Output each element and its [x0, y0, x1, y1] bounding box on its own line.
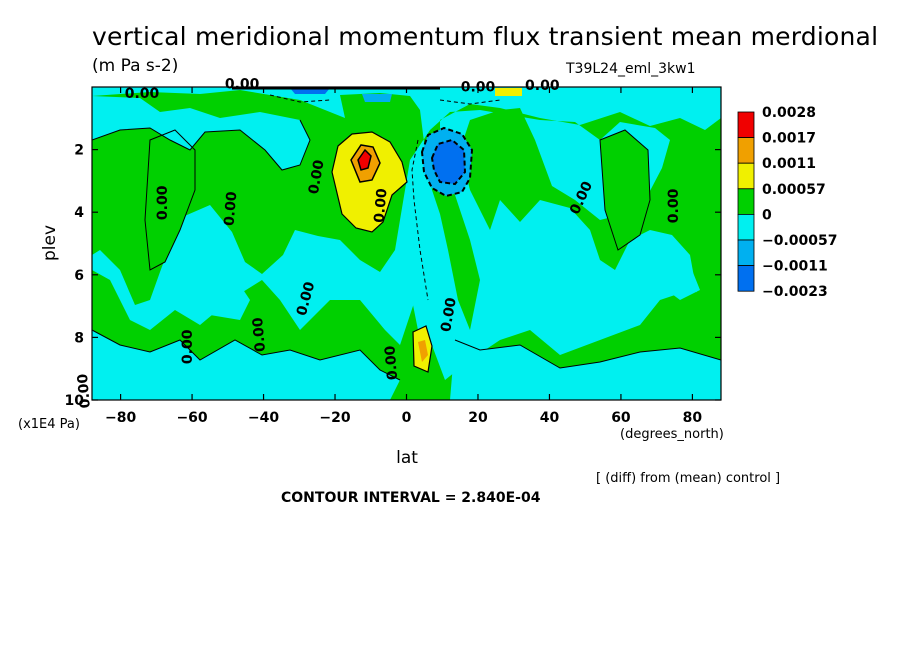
- y-tick-label: 2: [74, 143, 84, 159]
- contour-min-trail: [411, 139, 429, 301]
- contour-top-dashed: [269, 94, 501, 105]
- contour-label: 0.00: [155, 185, 171, 220]
- contour-labels: 0.00 0.00 0.00 0.00 0.00 0.00 0.00 0.00 0.00 0.00…: [75, 77, 682, 409]
- contour-zero-lower-right: [454, 339, 721, 369]
- colorbar-label: −0.00057: [762, 233, 838, 249]
- y-tick-label: 6: [74, 268, 84, 284]
- contour-label: 0.00: [525, 78, 560, 94]
- x-tick-label: 0: [402, 410, 412, 426]
- colorbar-swatch: [737, 213, 755, 241]
- experiment-name: T39L24_eml_3kw1: [566, 61, 696, 77]
- field-cyan-mid-right: [660, 250, 700, 300]
- y-axis-unit: (x1E4 Pa): [18, 417, 80, 432]
- field-yellow-max: [332, 132, 407, 232]
- x-axis-label: lat: [396, 448, 418, 468]
- contour-label: 0.00: [372, 187, 391, 223]
- contour-max-inner: [350, 144, 381, 183]
- chart-units: (m Pa s-2): [92, 56, 179, 76]
- contour-min-inner: [430, 138, 467, 186]
- y-tick-label: 10: [65, 393, 85, 409]
- x-tick-label: −40: [248, 410, 279, 426]
- axis-tick-labels: −80 −60 −40 −20 0 20 40 60 80 2 4 6 8 10: [65, 143, 703, 426]
- contour-zero-lower: [92, 329, 401, 381]
- field-green-band-left: [145, 130, 195, 270]
- y-tick-label: 4: [74, 205, 84, 221]
- chart-title: vertical meridional momentum flux transi…: [92, 22, 879, 51]
- colorbar-swatch: [737, 265, 755, 292]
- contour-label: 0.00: [75, 373, 94, 409]
- contour-label: 0.00: [221, 191, 240, 227]
- x-tick-label: 20: [468, 410, 488, 426]
- x-tick-label: 40: [540, 410, 560, 426]
- contour-label: 0.00: [666, 188, 682, 223]
- field-yellow-top: [495, 88, 522, 96]
- contour-zero-left-band: [144, 129, 196, 271]
- colorbar-swatch: [737, 111, 755, 139]
- x-tick-label: 80: [683, 410, 703, 426]
- field-green-band-right: [600, 130, 650, 250]
- field-cyan-mid-left: [195, 250, 250, 320]
- contour-zero-right-band: [599, 129, 651, 251]
- contour-label: 0.00: [225, 77, 260, 93]
- field-orange-lower-core: [418, 340, 428, 362]
- contour-label: 0.00: [438, 296, 460, 333]
- diff-note: [ (diff) from (mean) control ]: [596, 471, 780, 486]
- field-cyan-center-channel: [405, 170, 438, 340]
- colorbar: 0.0028 0.0017 0.0011 0.00057 0 −0.00057 −0.001…: [737, 105, 838, 300]
- field-cyan-lower-left: [92, 330, 400, 400]
- colorbar-label: 0.0028: [762, 105, 816, 121]
- x-tick-label: −60: [176, 410, 207, 426]
- field-darkblue-top: [362, 94, 392, 102]
- field-green-upper: [92, 90, 721, 330]
- colorbar-label: −0.0011: [762, 259, 828, 275]
- colorbar-swatch: [737, 239, 755, 267]
- colorbar-label: 0: [762, 207, 772, 223]
- contour-lines: [92, 87, 721, 381]
- field-cyan-lower-right: [450, 340, 721, 400]
- contour-label: 0.00: [306, 158, 328, 195]
- x-tick-label: −80: [105, 410, 136, 426]
- colorbar-swatch: [737, 162, 755, 190]
- contour-interval: CONTOUR INTERVAL = 2.840E-04: [281, 490, 541, 506]
- x-tick-label: 60: [611, 410, 631, 426]
- contour-label: 0.00: [382, 345, 401, 381]
- contour-max-outer: [331, 131, 408, 233]
- contour-label: 0.00: [180, 329, 196, 364]
- contour-label: 0.00: [125, 86, 160, 102]
- colorbar-swatch: [737, 137, 755, 164]
- field-cyan-upper-band: [92, 96, 310, 170]
- contour-zero-upper: [92, 119, 311, 171]
- contour-label: 0.00: [250, 316, 269, 352]
- colorbar-label: 0.0017: [762, 131, 816, 147]
- y-axis-label: plev: [40, 225, 60, 261]
- x-axis-unit: (degrees_north): [620, 427, 724, 442]
- colorbar-label: −0.0023: [762, 284, 828, 300]
- colorbar-swatch: [737, 188, 755, 215]
- contour-min-outer: [420, 126, 474, 198]
- colorbar-label: 0.0011: [762, 156, 816, 172]
- y-tick-label: 8: [74, 330, 84, 346]
- field-blue-min: [432, 140, 465, 184]
- contour-lower-feature: [412, 325, 433, 373]
- x-tick-label: −20: [319, 410, 350, 426]
- contour-max-core: [357, 148, 372, 171]
- field-red-max: [358, 150, 371, 170]
- axis-ticks: [92, 87, 721, 401]
- colorbar-label: 0.00057: [762, 182, 826, 198]
